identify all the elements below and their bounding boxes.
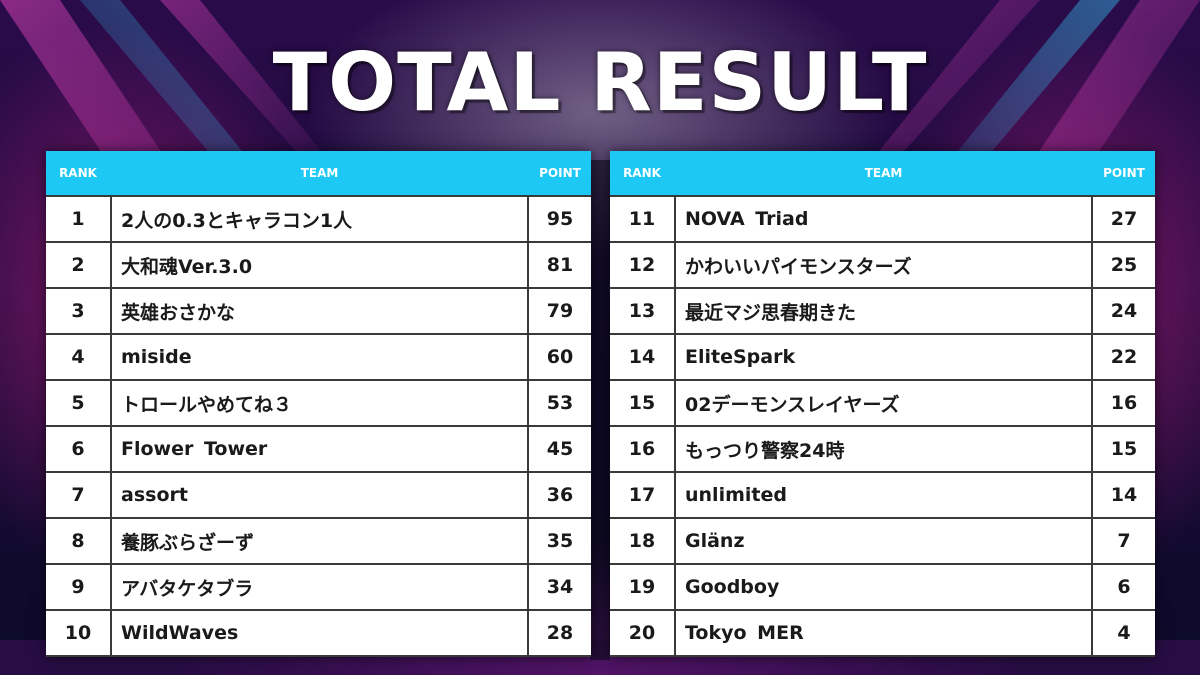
team-cell: 2人の0.3とキャラコン1人: [121, 209, 353, 232]
table-row: 10 WildWaves 28: [46, 609, 591, 655]
rank-header: RANK: [59, 166, 97, 180]
team-cell: EliteSpark: [685, 346, 796, 368]
rank-cell: 12: [610, 243, 676, 287]
team-cell: 英雄おさかな: [121, 301, 236, 324]
point-cell: 24: [1091, 289, 1155, 333]
table-row: 17 unlimited 14: [610, 471, 1155, 517]
rank-cell: 6: [46, 427, 112, 471]
rank-cell: 19: [610, 565, 676, 609]
table-row: 8 養豚ぶらざーず 35: [46, 517, 591, 563]
rank-cell: 9: [46, 565, 112, 609]
point-cell: 36: [527, 473, 591, 517]
team-cell: Tokyo MER: [685, 622, 804, 644]
point-cell: 22: [1091, 335, 1155, 379]
table-row: 5 トロールやめてね３ 53: [46, 379, 591, 425]
rank-cell: 11: [610, 197, 676, 241]
rank-cell: 20: [610, 611, 676, 655]
point-cell: 25: [1091, 243, 1155, 287]
table-bottom-border: [46, 655, 591, 657]
team-cell: トロールやめてね３: [121, 393, 293, 416]
rank-cell: 17: [610, 473, 676, 517]
rank-cell: 13: [610, 289, 676, 333]
team-cell: unlimited: [685, 484, 787, 506]
table-row: 2 大和魂Ver.3.0 81: [46, 241, 591, 287]
point-cell: 53: [527, 381, 591, 425]
rank-header: RANK: [623, 166, 661, 180]
rank-cell: 16: [610, 427, 676, 471]
table-header: RANK TEAM POINT: [610, 151, 1155, 195]
team-cell: もっつり警察24時: [685, 439, 845, 462]
rank-cell: 7: [46, 473, 112, 517]
team-cell: WildWaves: [121, 622, 239, 644]
table-row: 7 assort 36: [46, 471, 591, 517]
rank-cell: 8: [46, 519, 112, 563]
rank-cell: 2: [46, 243, 112, 287]
point-cell: 79: [527, 289, 591, 333]
point-cell: 81: [527, 243, 591, 287]
table-bottom-border: [610, 655, 1155, 657]
point-cell: 60: [527, 335, 591, 379]
point-cell: 4: [1091, 611, 1155, 655]
point-cell: 34: [527, 565, 591, 609]
team-cell: Glänz: [685, 530, 745, 552]
rank-cell: 1: [46, 197, 112, 241]
ranking-table-left: RANK TEAM POINT 1 2人の0.3とキャラコン1人 95 2 大和魂Ve…: [46, 151, 591, 657]
table-row: 20 Tokyo MER 4: [610, 609, 1155, 655]
ranking-table-right: RANK TEAM POINT 11 NOVA Triad 27 12 かわいいパイモ…: [610, 151, 1155, 657]
team-cell: miside: [121, 346, 192, 368]
point-cell: 15: [1091, 427, 1155, 471]
table-row: 14 EliteSpark 22: [610, 333, 1155, 379]
table-body: 1 2人の0.3とキャラコン1人 95 2 大和魂Ver.3.0 81 3 英雄おさかな 7…: [46, 195, 591, 655]
table-row: 9 アバタケタブラ 34: [46, 563, 591, 609]
point-cell: 7: [1091, 519, 1155, 563]
point-cell: 28: [527, 611, 591, 655]
team-cell: 02デーモンスレイヤーズ: [685, 393, 900, 416]
team-cell: NOVA Triad: [685, 208, 809, 230]
point-header: POINT: [1103, 166, 1145, 180]
team-cell: かわいいパイモンスターズ: [685, 255, 912, 278]
point-cell: 45: [527, 427, 591, 471]
team-cell: Goodboy: [685, 576, 780, 598]
table-row: 4 miside 60: [46, 333, 591, 379]
table-header: RANK TEAM POINT: [46, 151, 591, 195]
rank-cell: 10: [46, 611, 112, 655]
team-cell: 養豚ぶらざーず: [121, 531, 255, 554]
rank-cell: 3: [46, 289, 112, 333]
team-cell: assort: [121, 484, 188, 506]
page-title: TOTAL RESULT: [272, 36, 928, 129]
rank-cell: 18: [610, 519, 676, 563]
point-cell: 95: [527, 197, 591, 241]
table-body: 11 NOVA Triad 27 12 かわいいパイモンスターズ 25 13 最近マジ思春…: [610, 195, 1155, 655]
table-row: 18 Glänz 7: [610, 517, 1155, 563]
table-row: 19 Goodboy 6: [610, 563, 1155, 609]
team-cell: 最近マジ思春期きた: [685, 301, 857, 324]
table-row: 6 Flower Tower 45: [46, 425, 591, 471]
team-header: TEAM: [864, 166, 903, 180]
team-header: TEAM: [300, 166, 339, 180]
team-cell: アバタケタブラ: [121, 577, 254, 600]
rank-cell: 14: [610, 335, 676, 379]
rank-cell: 15: [610, 381, 676, 425]
rank-cell: 4: [46, 335, 112, 379]
point-cell: 35: [527, 519, 591, 563]
rank-cell: 5: [46, 381, 112, 425]
table-row: 1 2人の0.3とキャラコン1人 95: [46, 195, 591, 241]
team-cell: 大和魂Ver.3.0: [121, 255, 253, 278]
table-row: 15 02デーモンスレイヤーズ 16: [610, 379, 1155, 425]
point-cell: 14: [1091, 473, 1155, 517]
point-header: POINT: [539, 166, 581, 180]
team-cell: Flower Tower: [121, 438, 268, 460]
table-row: 11 NOVA Triad 27: [610, 195, 1155, 241]
point-cell: 27: [1091, 197, 1155, 241]
table-row: 3 英雄おさかな 79: [46, 287, 591, 333]
table-row: 12 かわいいパイモンスターズ 25: [610, 241, 1155, 287]
table-row: 13 最近マジ思春期きた 24: [610, 287, 1155, 333]
table-row: 16 もっつり警察24時 15: [610, 425, 1155, 471]
point-cell: 6: [1091, 565, 1155, 609]
point-cell: 16: [1091, 381, 1155, 425]
